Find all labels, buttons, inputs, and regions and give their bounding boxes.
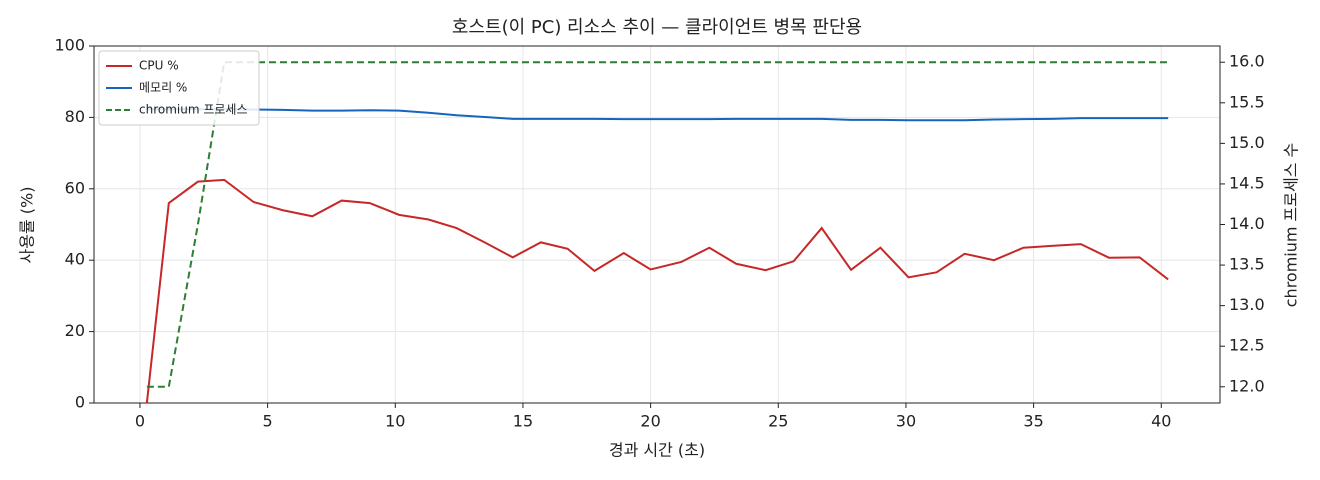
x-tick-label: 10 <box>385 412 405 431</box>
x-tick-label: 30 <box>896 412 916 431</box>
y-tick-label: 80 <box>65 107 85 126</box>
y-tick-label: 0 <box>75 393 85 412</box>
y2-tick-label: 13.0 <box>1229 295 1265 314</box>
x-tick-label: 15 <box>513 412 533 431</box>
x-tick-label: 25 <box>768 412 788 431</box>
y2-axis-label: chromium 프로세스 수 <box>1282 143 1301 307</box>
x-tick-label: 0 <box>135 412 145 431</box>
legend: CPU % 메모리 % chromium 프로세스 <box>98 50 260 126</box>
x-axis-label: 경과 시간 (초) <box>609 441 705 460</box>
data-line <box>145 178 1169 404</box>
y2-tick-label: 13.5 <box>1229 255 1265 274</box>
y-tick-label: 100 <box>54 36 85 55</box>
y2-tick-label: 14.0 <box>1229 214 1265 233</box>
x-tick-label: 20 <box>640 412 660 431</box>
data-line <box>146 108 1169 122</box>
x-tick-label: 35 <box>1023 412 1043 431</box>
x-tick-label: 5 <box>263 412 273 431</box>
legend-label: 메모리 % <box>139 81 187 95</box>
y2-tick-label: 16.0 <box>1229 52 1265 71</box>
y2-tick-label: 12.5 <box>1229 336 1265 355</box>
chart-title: 호스트(이 PC) 리소스 추이 — 클라이언트 병목 판단용 <box>452 17 862 38</box>
y-axis-label: 사용률 (%) <box>18 187 37 264</box>
y2-tick-label: 15.0 <box>1229 133 1265 152</box>
legend-box <box>98 50 260 126</box>
x-tick-label: 40 <box>1151 412 1171 431</box>
y2-tick-label: 12.0 <box>1229 376 1265 395</box>
y-tick-label: 20 <box>65 321 85 340</box>
y2-tick-label: 14.5 <box>1229 173 1265 192</box>
y2-tick-label: 15.5 <box>1229 92 1265 111</box>
y-tick-label: 60 <box>65 178 85 197</box>
y-tick-label: 40 <box>65 250 85 269</box>
legend-label: chromium 프로세스 <box>139 103 248 117</box>
plot-frame <box>93 45 1221 404</box>
legend-label: CPU % <box>139 59 179 73</box>
